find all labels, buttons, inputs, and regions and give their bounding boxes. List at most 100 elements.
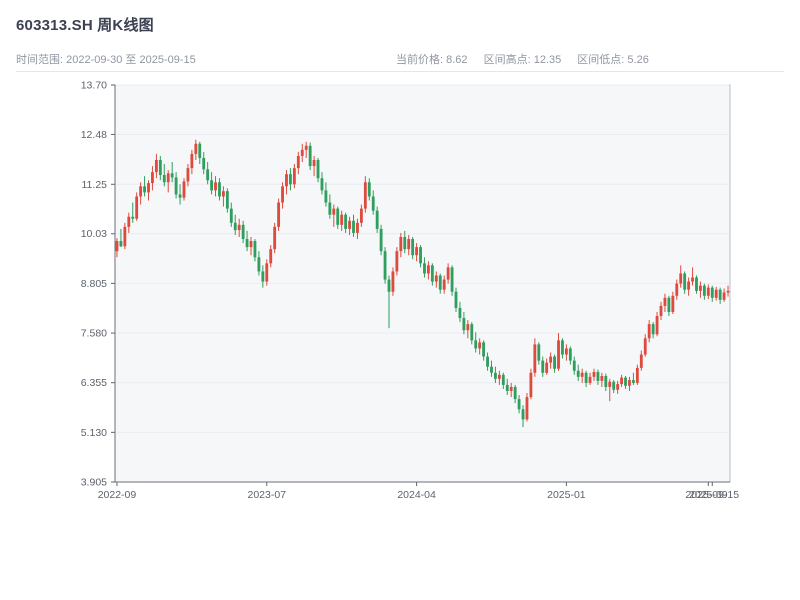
candle [359, 204, 363, 227]
candle [442, 275, 446, 294]
candle [497, 370, 501, 385]
candle [375, 206, 379, 233]
candle [237, 218, 241, 237]
candle [643, 334, 647, 357]
price-stats: 当前价格: 8.62 区间高点: 12.35 区间低点: 5.26 [396, 51, 662, 67]
candle [529, 368, 533, 400]
candle [588, 372, 592, 385]
candle [557, 333, 560, 371]
candle [608, 378, 612, 402]
candle [568, 346, 572, 365]
candle [726, 285, 730, 297]
candle [631, 372, 635, 385]
y-tick-label: 6.355 [81, 377, 107, 389]
candle [166, 170, 170, 193]
candle [651, 322, 655, 339]
candle [387, 275, 391, 329]
candle [348, 216, 351, 235]
candle [576, 364, 580, 381]
candle [438, 273, 442, 294]
candle [478, 338, 482, 355]
candle [419, 245, 422, 268]
candle [253, 239, 257, 262]
candle [135, 192, 139, 221]
candle [446, 263, 450, 284]
candle [486, 352, 489, 371]
candle [647, 320, 651, 343]
candle [474, 332, 478, 353]
candle [403, 230, 407, 254]
candle [119, 228, 123, 248]
candle [289, 168, 292, 191]
candle [115, 238, 119, 258]
candle [545, 358, 549, 375]
candle [628, 376, 631, 392]
candle [190, 149, 194, 175]
candle [434, 271, 438, 288]
candle [584, 370, 588, 387]
candle [344, 212, 348, 233]
candle [308, 142, 312, 171]
candle [249, 236, 253, 256]
y-tick-label: 10.03 [81, 228, 107, 240]
candle [624, 376, 627, 389]
candle [706, 284, 710, 300]
candle [131, 202, 135, 223]
candle [462, 311, 466, 335]
candle [714, 286, 718, 301]
candle [450, 265, 454, 296]
candle [466, 320, 470, 339]
candle [296, 151, 300, 175]
candle [620, 374, 624, 387]
candle [328, 194, 332, 219]
y-tick-label: 12.48 [81, 129, 107, 141]
candle [221, 186, 225, 207]
candle [229, 202, 233, 227]
candle [549, 352, 553, 369]
page-title: 603313.SH 周K线图 [16, 17, 154, 34]
candle [600, 372, 604, 387]
range-high-stat: 区间高点: 12.35 [483, 54, 562, 66]
candle [702, 283, 706, 300]
candle [127, 212, 131, 233]
candle [718, 287, 722, 304]
candle [482, 340, 486, 361]
candle [430, 263, 434, 286]
candle [494, 366, 497, 383]
candle [655, 311, 659, 337]
candle [273, 222, 277, 254]
candle [572, 356, 576, 375]
y-tick-label: 13.70 [81, 80, 107, 92]
candle [675, 279, 679, 300]
candle [580, 368, 584, 383]
candle [501, 372, 505, 389]
candle [206, 162, 210, 185]
candle [490, 360, 493, 377]
candle [395, 247, 399, 276]
candle [663, 293, 667, 312]
candle [679, 265, 683, 288]
candle [202, 151, 206, 175]
candle [399, 232, 403, 258]
candle [683, 271, 687, 294]
candle [411, 236, 415, 260]
candle [541, 356, 545, 377]
candle [513, 384, 517, 404]
candle [225, 188, 229, 213]
candle [241, 220, 245, 244]
candle [218, 178, 221, 201]
candle [158, 155, 162, 181]
y-tick-label: 3.905 [81, 477, 107, 489]
candle [332, 204, 336, 227]
candle [695, 275, 698, 294]
candle [592, 368, 596, 381]
candle [423, 257, 426, 278]
candle [210, 172, 214, 195]
y-tick-label: 7.580 [81, 328, 107, 340]
candle [710, 285, 714, 302]
candle [304, 141, 308, 158]
candle [687, 277, 691, 296]
candle [699, 281, 702, 298]
